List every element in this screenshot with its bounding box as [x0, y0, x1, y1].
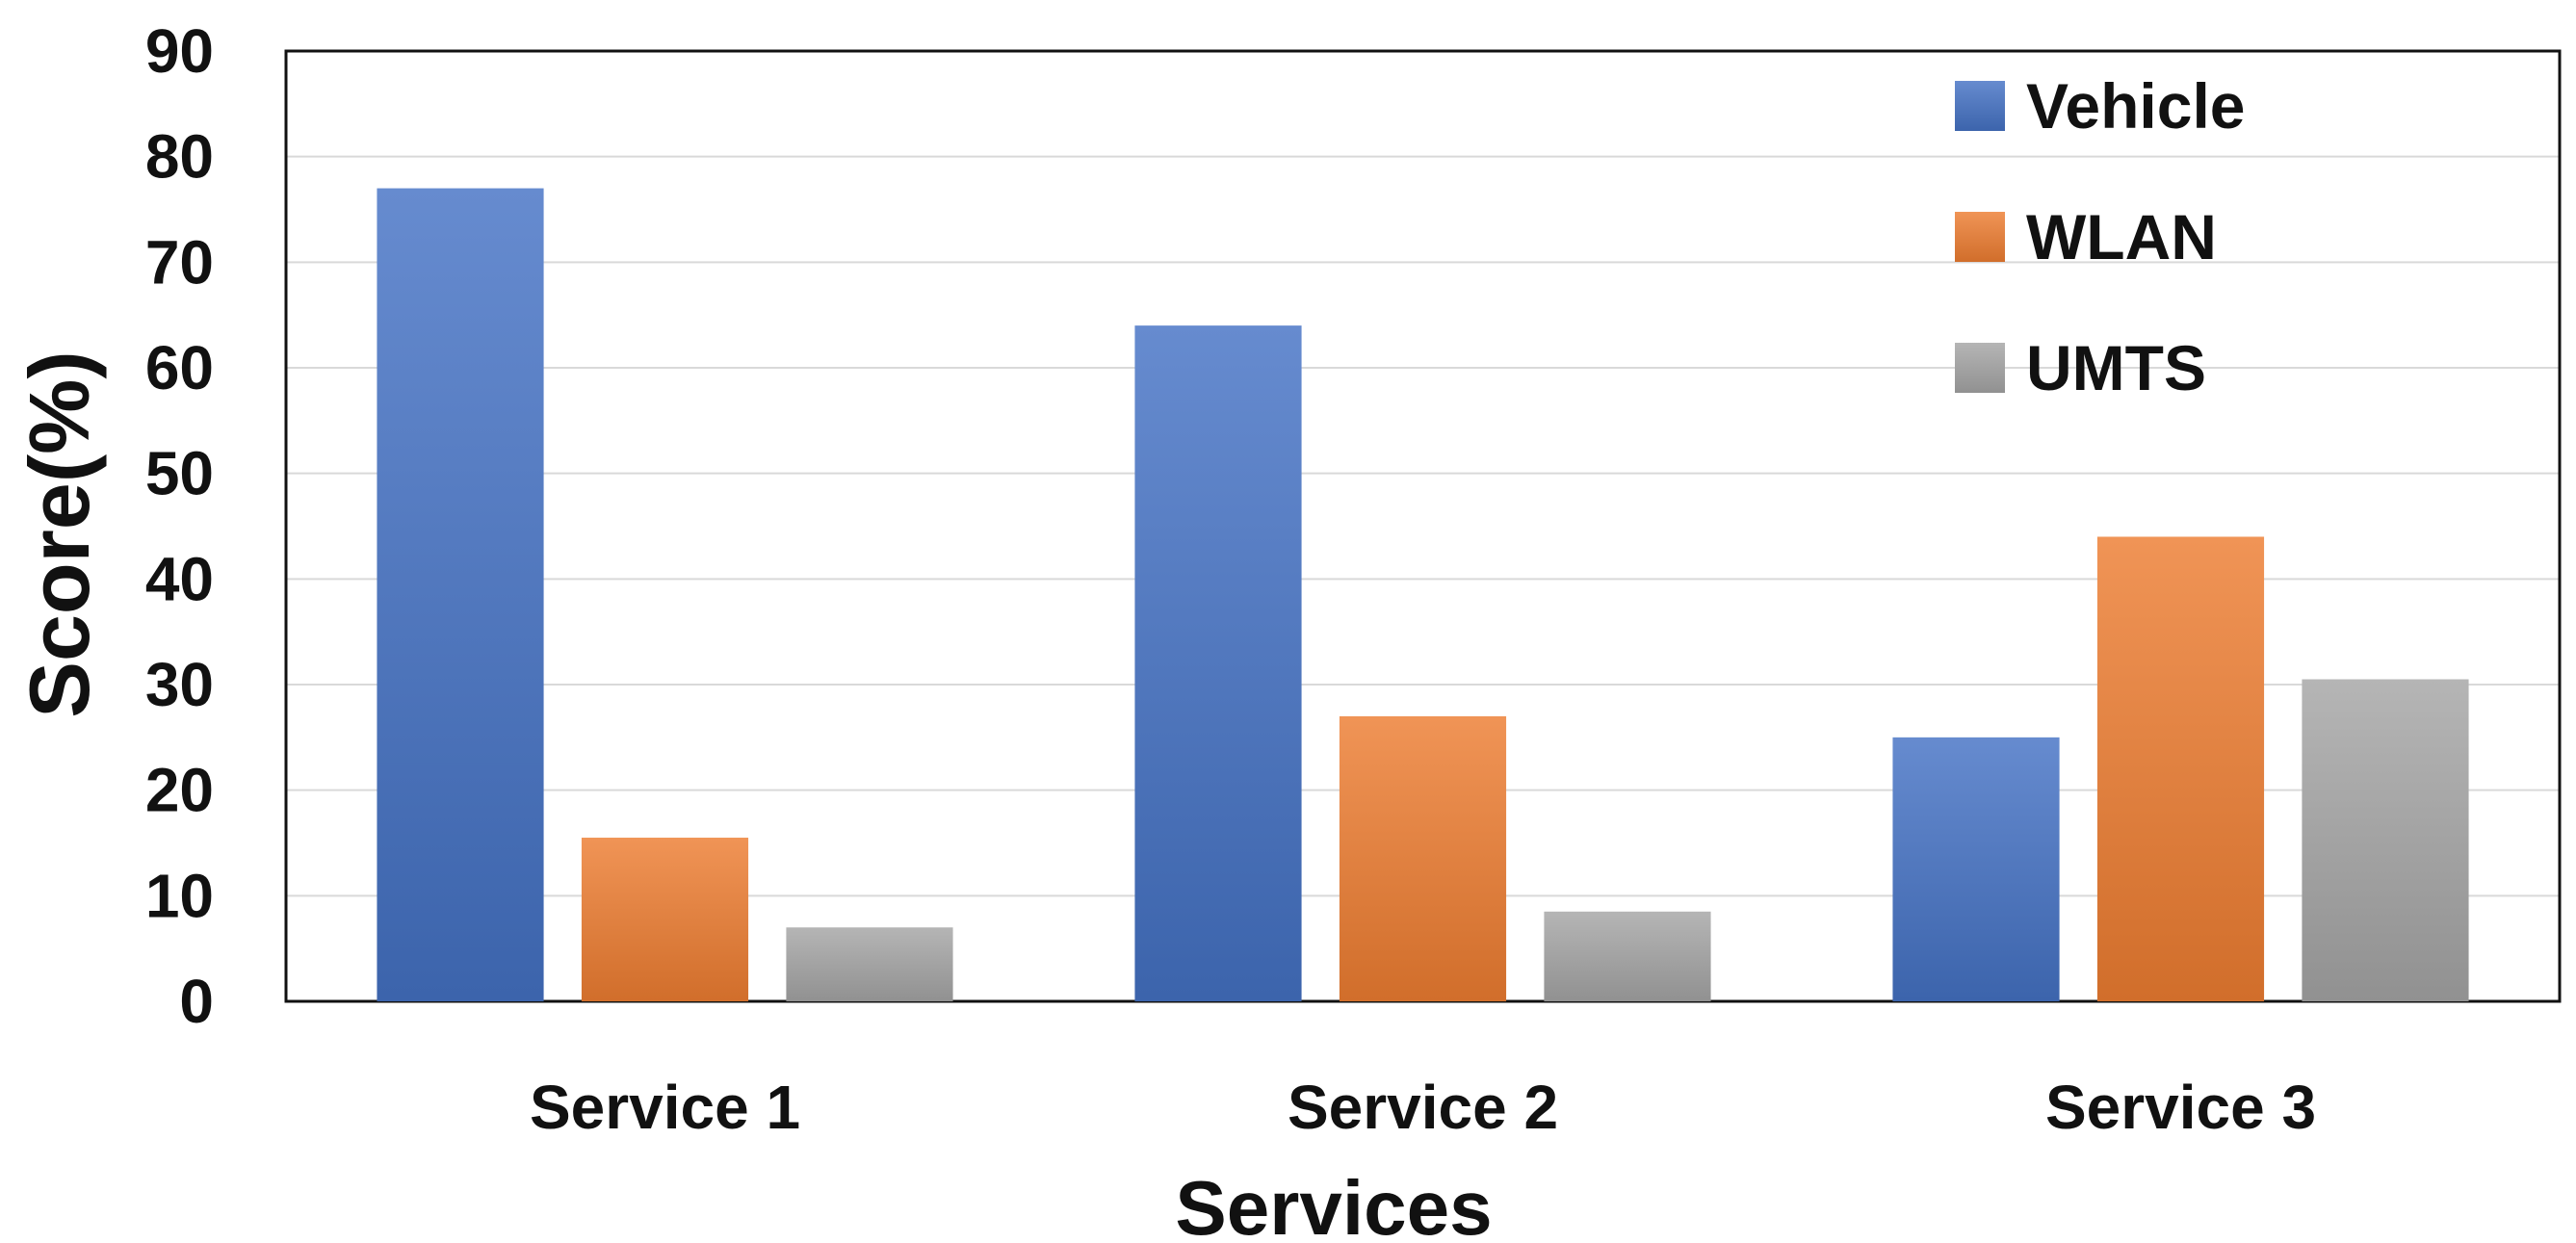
legend: Vehicle WLAN UMTS [1955, 70, 2246, 403]
bar-vehicle-service-3 [1892, 737, 2060, 1001]
bar-vehicle-service-2 [1134, 325, 1302, 1002]
y-tick-label: 60 [145, 333, 214, 402]
legend-label-wlan: WLAN [2026, 201, 2217, 272]
bar-umts-service-1 [786, 927, 953, 1001]
x-tick-label: Service 3 [2045, 1073, 2316, 1142]
y-tick-label: 90 [145, 16, 214, 86]
bar-wlan-service-1 [581, 838, 749, 1001]
x-tick-label: Service 1 [530, 1073, 800, 1142]
bar-wlan-service-3 [2096, 536, 2265, 1001]
y-tick-label: 10 [145, 861, 214, 930]
y-tick-label: 20 [145, 756, 214, 825]
legend-label-umts: UMTS [2026, 332, 2206, 403]
y-tick-label: 50 [145, 439, 214, 508]
legend-swatch-vehicle [1955, 81, 2005, 131]
y-axis-ticks: 0 10 20 30 40 50 60 70 80 90 [145, 16, 214, 1036]
y-tick-label: 0 [179, 967, 214, 1036]
y-tick-label: 40 [145, 544, 214, 613]
y-axis-title: Score(%) [12, 350, 107, 717]
x-axis-title: Services [1175, 1165, 1492, 1243]
bar-vehicle-service-1 [377, 188, 544, 1002]
bars [377, 188, 2469, 1002]
y-tick-label: 30 [145, 650, 214, 719]
x-tick-label: Service 2 [1288, 1073, 1558, 1142]
legend-swatch-umts [1955, 343, 2005, 393]
bar-wlan-service-2 [1339, 715, 1507, 1001]
y-tick-label: 80 [145, 122, 214, 192]
bar-umts-service-3 [2302, 679, 2469, 1001]
legend-label-vehicle: Vehicle [2026, 70, 2246, 142]
legend-swatch-wlan [1955, 212, 2005, 262]
bar-umts-service-2 [1544, 911, 1711, 1001]
y-tick-label: 70 [145, 227, 214, 297]
x-axis-ticks: Service 1 Service 2 Service 3 [530, 1073, 2316, 1142]
